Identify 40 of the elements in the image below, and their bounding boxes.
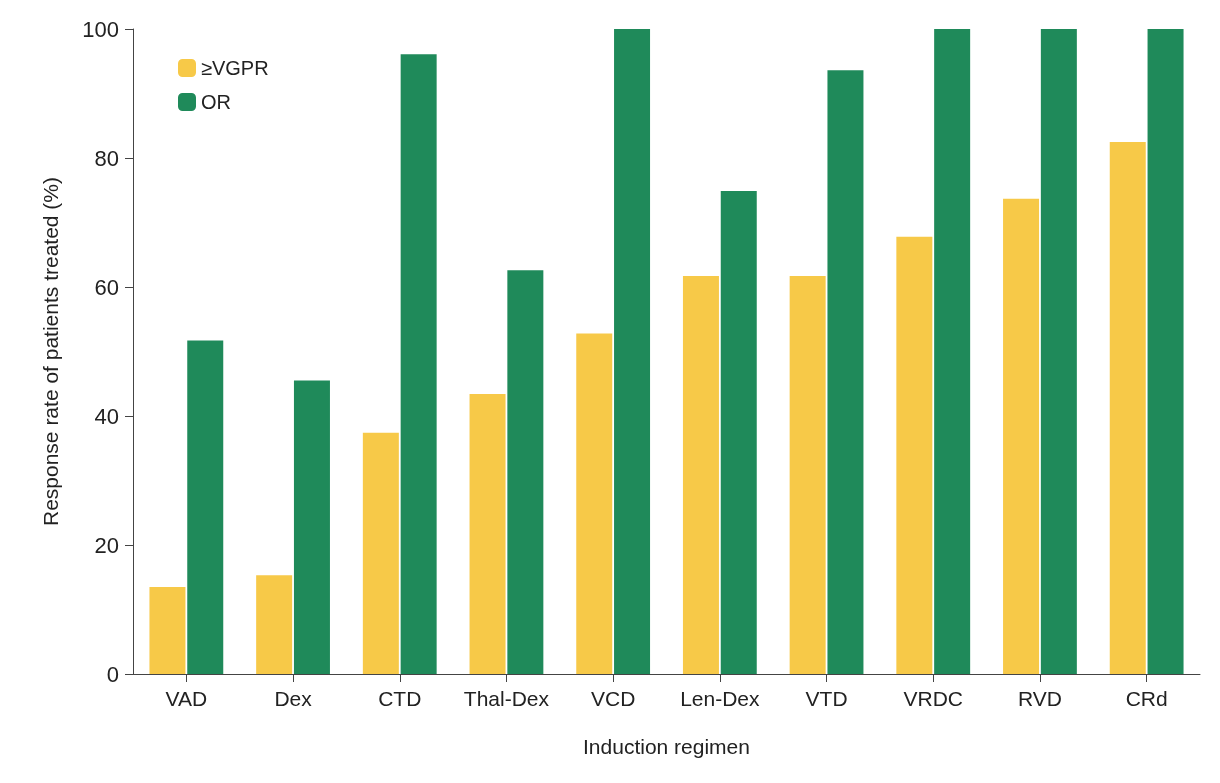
y-tick-label: 60 (94, 274, 119, 300)
bar (469, 394, 506, 674)
y-axis-title: Response rate of patients treated (%) (39, 176, 62, 527)
y-tick-label: 100 (82, 16, 119, 42)
bar (293, 380, 330, 674)
bar (400, 54, 437, 674)
x-tick-label: CTD (378, 687, 422, 710)
x-tick-label: VTD (805, 687, 848, 710)
bar (187, 340, 224, 674)
x-axis-title: Induction regimen (583, 735, 750, 758)
bar (896, 236, 933, 674)
bar (934, 29, 971, 674)
x-tick-label: Dex (274, 687, 313, 710)
bar (1147, 29, 1184, 674)
bar (1003, 198, 1040, 674)
x-tick-label: RVD (1017, 687, 1062, 710)
y-tick-label: 0 (106, 661, 119, 687)
y-tick-label: 20 (94, 532, 119, 558)
x-tick-label: CRd (1125, 687, 1168, 710)
bar (789, 276, 826, 674)
bar (362, 432, 399, 674)
bar (507, 270, 544, 674)
bar (1040, 29, 1077, 674)
bar (149, 586, 186, 674)
bar (576, 333, 613, 674)
y-tick-label: 40 (94, 403, 119, 429)
x-tick-label: Thal-Dex (463, 687, 550, 710)
bar (1109, 141, 1146, 674)
legend-label: OR (201, 91, 231, 113)
legend-label: ≥VGPR (201, 57, 269, 79)
y-tick-label: 80 (94, 145, 119, 171)
bar (827, 70, 864, 674)
bar (614, 29, 651, 674)
bar (682, 276, 719, 674)
x-tick-label: VRDC (903, 687, 964, 710)
x-tick-label: VAD (165, 687, 208, 710)
bar (256, 575, 293, 674)
x-tick-label: VCD (590, 687, 636, 710)
x-tick-label: Len-Dex (680, 687, 761, 710)
bar (720, 190, 757, 674)
